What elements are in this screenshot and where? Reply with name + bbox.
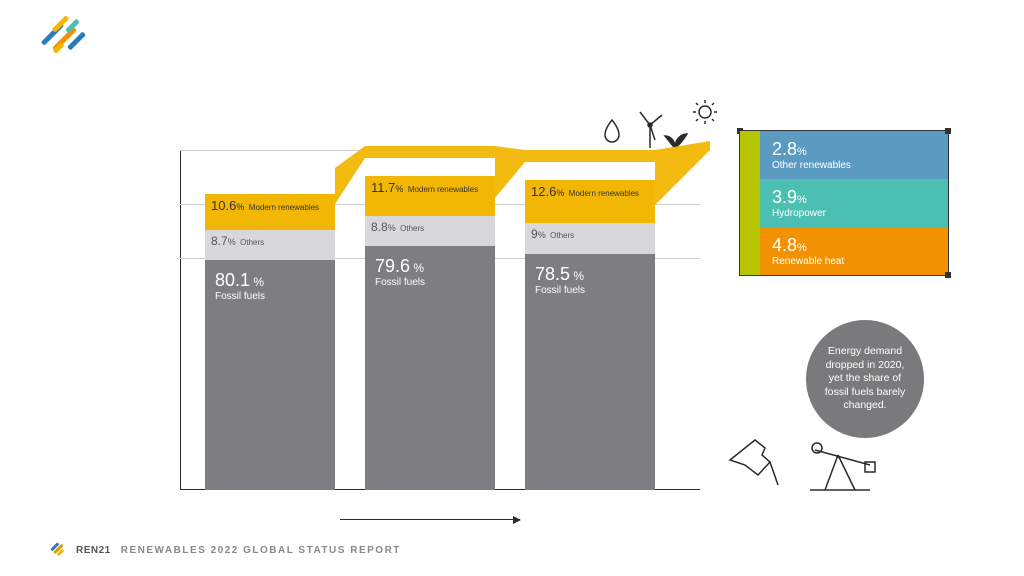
label: Modern renewables — [408, 185, 478, 194]
value: 10.6 — [211, 198, 236, 213]
value: 2.8 — [772, 139, 797, 159]
footer-logo-icon — [50, 542, 66, 558]
seg-renewables: 11.7% Modern renewables — [365, 176, 495, 216]
label: Other renewables — [772, 160, 936, 171]
label: Modern renewables — [569, 189, 639, 198]
bar-1: 10.6% Modern renewables 8.7% Others 80.1… — [205, 194, 335, 490]
seg-fossil: 78.5 % Fossil fuels — [525, 254, 655, 490]
label: Others — [240, 238, 264, 247]
value: 11.7 — [371, 180, 395, 195]
fossil-icons — [720, 420, 880, 505]
label: Renewable heat — [772, 256, 936, 267]
seg-others: 8.8% Others — [365, 216, 495, 246]
value: 8.7 — [211, 234, 228, 248]
value: 12.6 — [531, 184, 556, 199]
value: 78.5 — [535, 264, 570, 284]
value: 8.8 — [371, 220, 388, 234]
value: 4.8 — [772, 235, 797, 255]
footer-title: RENEWABLES 2022 GLOBAL STATUS REPORT — [121, 545, 401, 556]
seg-renewables: 12.6% Modern renewables — [525, 180, 655, 223]
label: Others — [550, 231, 574, 240]
breakdown-row: 2.8% Other renewables — [760, 131, 948, 179]
footer-brand: REN21 — [76, 545, 111, 556]
bar-3: 12.6% Modern renewables 9% Others 78.5 %… — [525, 180, 655, 490]
seg-fossil: 79.6 % Fossil fuels — [365, 246, 495, 490]
value: 79.6 — [375, 256, 410, 276]
label: Fossil fuels — [375, 277, 487, 288]
renewables-breakdown-box: 2.8% Other renewables 3.9% Hydropower 4.… — [739, 130, 949, 276]
seg-others: 9% Others — [525, 223, 655, 254]
value: 3.9 — [772, 187, 797, 207]
time-arrow-icon — [340, 519, 520, 520]
label: Fossil fuels — [535, 285, 647, 296]
seg-renewables: 10.6% Modern renewables — [205, 194, 335, 230]
label: Fossil fuels — [215, 291, 327, 302]
breakdown-row: 4.8% Renewable heat — [760, 227, 948, 275]
stacked-bar-chart: 10.6% Modern renewables 8.7% Others 80.1… — [180, 150, 700, 510]
footer: REN21 RENEWABLES 2022 GLOBAL STATUS REPO… — [50, 542, 401, 558]
bar-2: 11.7% Modern renewables 8.8% Others 79.6… — [365, 176, 495, 490]
infographic-stage: 10.6% Modern renewables 8.7% Others 80.1… — [0, 0, 1024, 576]
value: 9 — [531, 227, 538, 241]
label: Hydropower — [772, 208, 936, 219]
label: Others — [400, 224, 424, 233]
value: 80.1 — [215, 270, 250, 290]
callout-text: Energy demand dropped in 2020, yet the s… — [818, 345, 912, 413]
label: Modern renewables — [249, 203, 319, 212]
breakdown-row: 3.9% Hydropower — [760, 179, 948, 227]
seg-fossil: 80.1 % Fossil fuels — [205, 260, 335, 490]
seg-others: 8.7% Others — [205, 230, 335, 260]
